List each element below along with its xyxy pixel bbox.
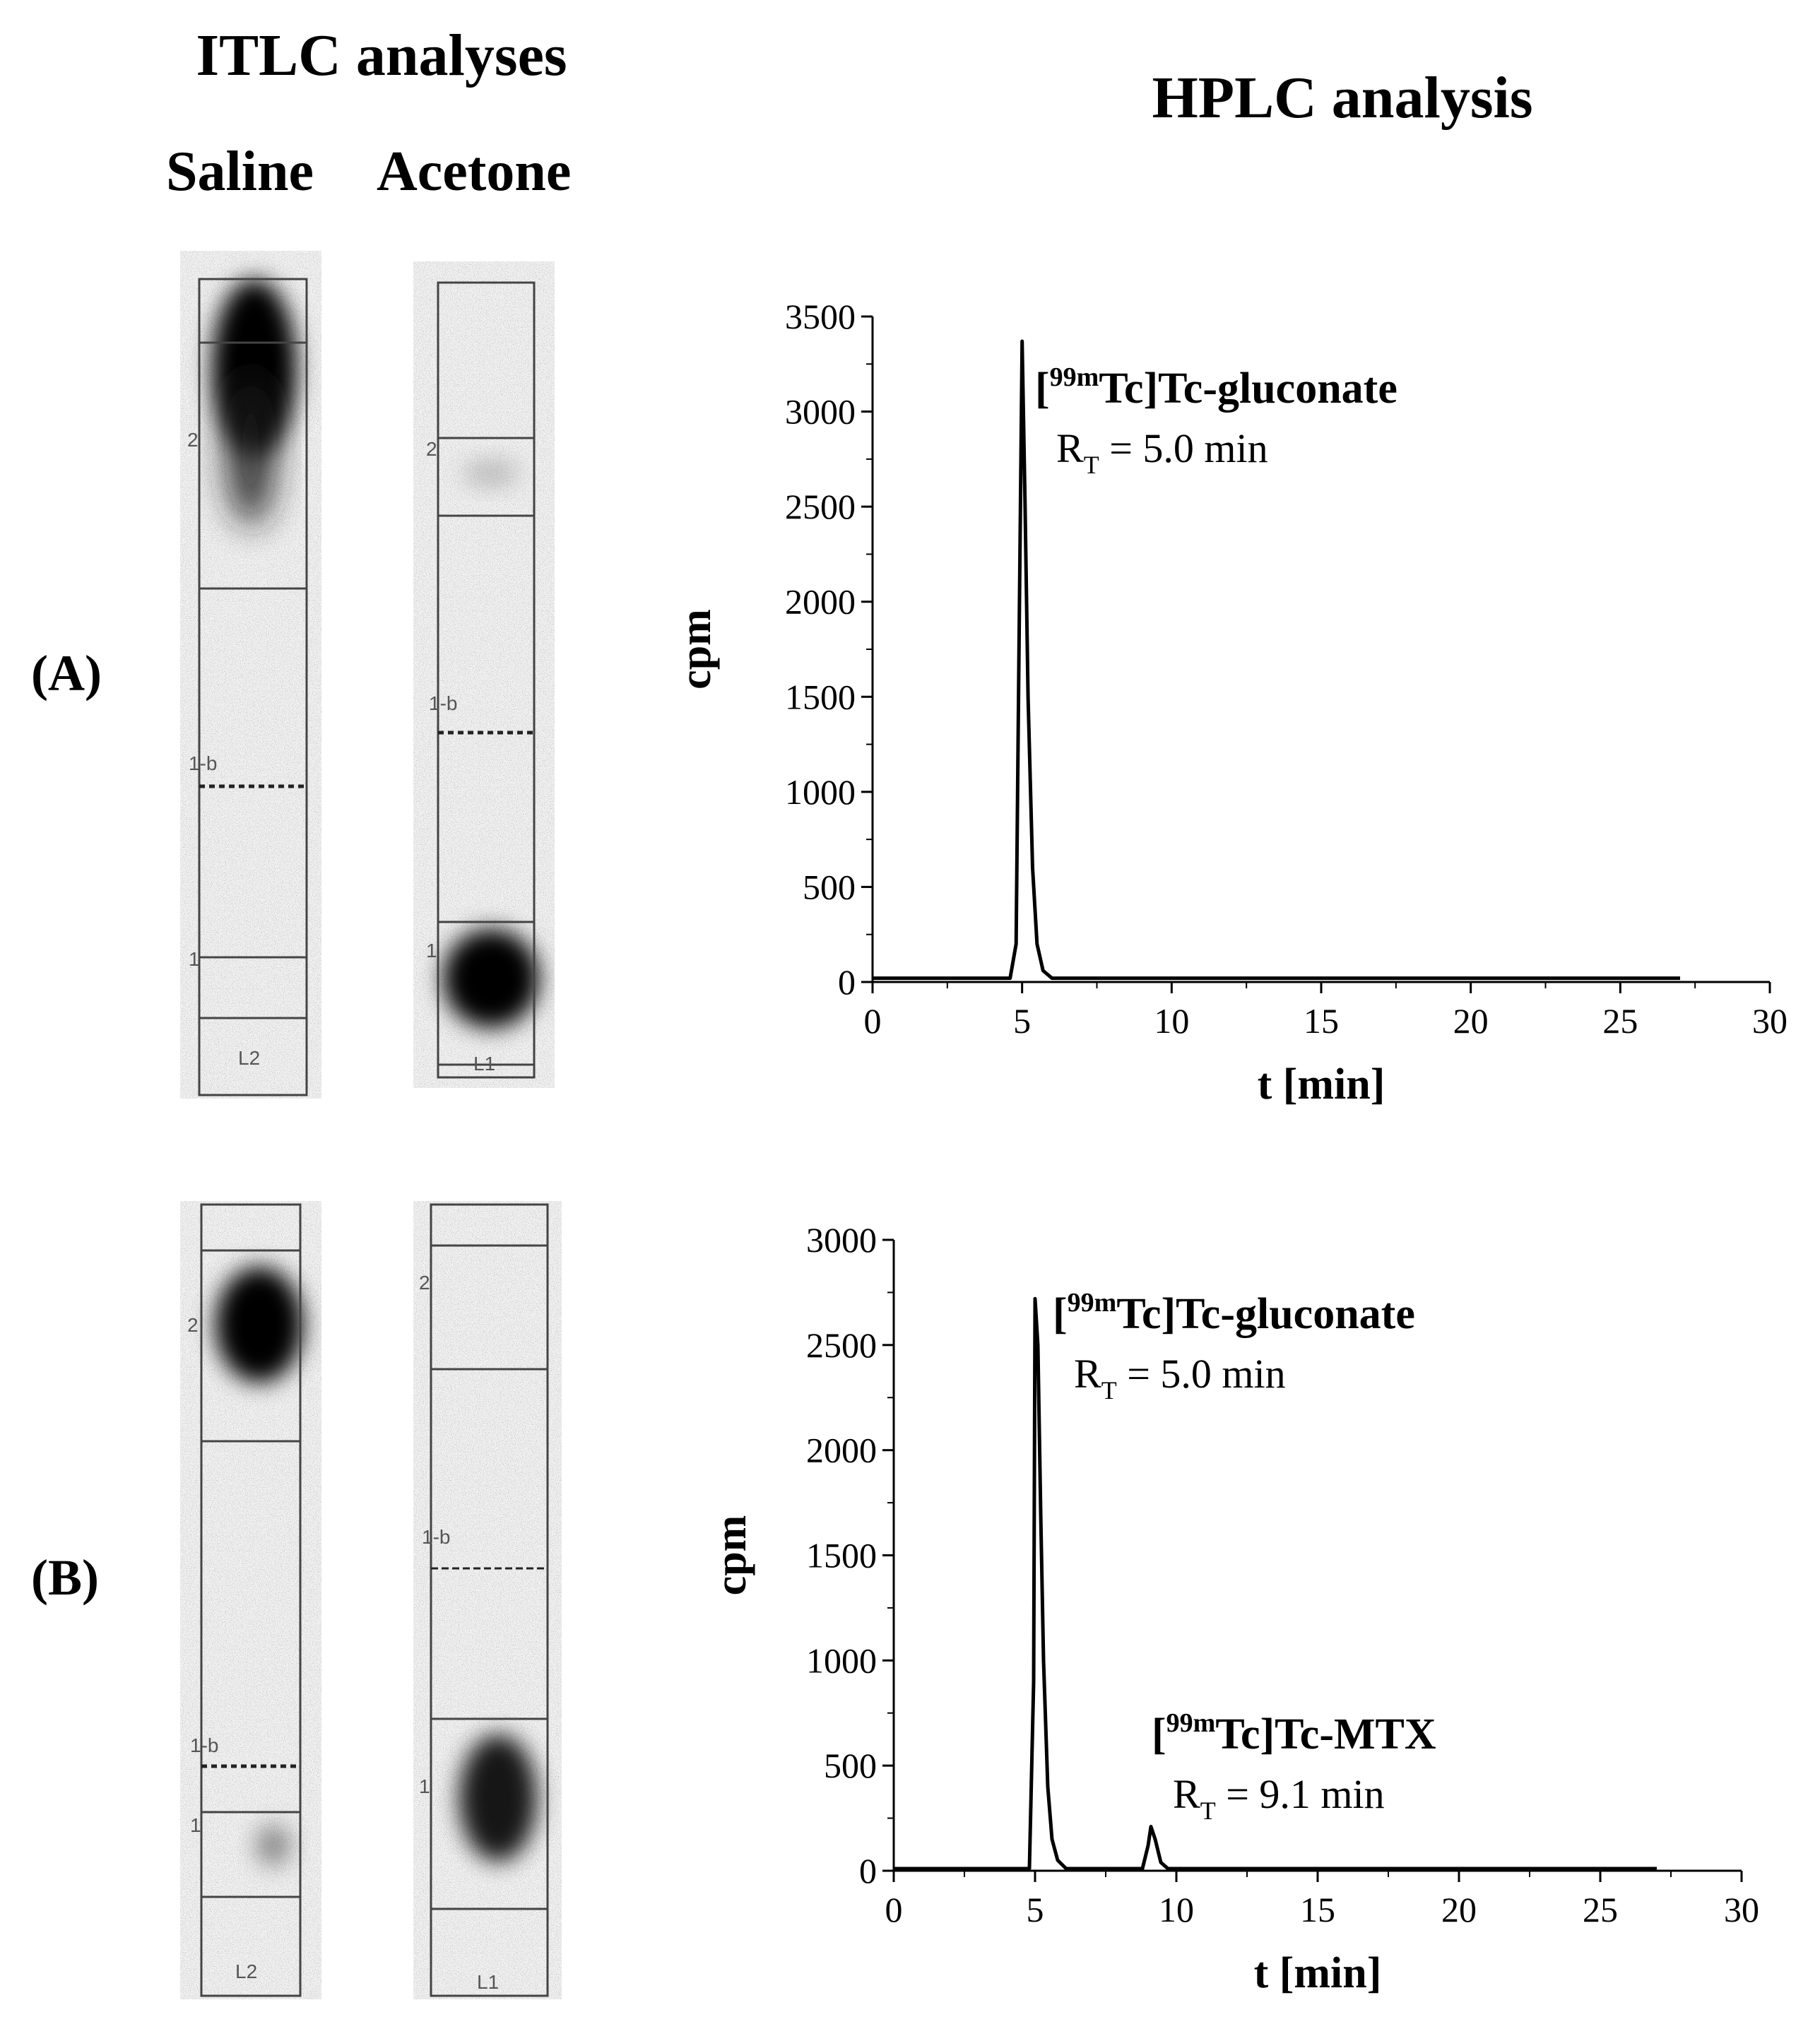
itlc-strip-a-acetone: 2 1-b 1 L1 xyxy=(413,261,555,1088)
strip-origin-label: 1 xyxy=(189,948,200,970)
y-tick-label: 0 xyxy=(859,1851,877,1891)
peak-label: [99mTc]Tc-gluconate xyxy=(1035,362,1398,413)
strip-mid-label: 1-b xyxy=(190,1734,218,1756)
x-tick-label: 0 xyxy=(885,1890,903,1929)
y-tick-label: 2500 xyxy=(785,487,856,526)
strip-mid-label: 1-b xyxy=(189,752,217,774)
series-line xyxy=(894,1296,1657,1871)
itlc-title: ITLC analyses xyxy=(196,23,567,88)
hplc-chart-a: 0 500 1000 1500 2000 2500 3000 3500 0 5 10 15 20 25 30… xyxy=(672,297,1788,1108)
spot-origin xyxy=(459,1734,537,1862)
strip-bottom-label: L1 xyxy=(473,1053,495,1075)
y-tick-label: 1500 xyxy=(806,1536,877,1575)
panel-b-label: (B) xyxy=(31,1549,99,1606)
y-tick-label: 500 xyxy=(824,1746,877,1785)
y-axis-title: cpm xyxy=(672,609,720,690)
y-tick-label: 0 xyxy=(838,962,856,1002)
x-tick-label: 15 xyxy=(1300,1890,1335,1929)
peak-label: [99mTc]Tc-MTX xyxy=(1152,1708,1436,1758)
retention-time-label: RT = 5.0 min xyxy=(1074,1351,1286,1404)
strip-origin-label: 1 xyxy=(426,940,437,962)
x-tick-label: 30 xyxy=(1724,1890,1759,1929)
x-tick-label: 5 xyxy=(1027,1890,1044,1929)
x-tick-label: 10 xyxy=(1154,1001,1189,1041)
x-tick-label: 0 xyxy=(864,1001,882,1041)
retention-time-label: RT = 9.1 min xyxy=(1173,1771,1385,1825)
x-tick-label: 20 xyxy=(1441,1890,1477,1929)
strip-bottom-label: L2 xyxy=(235,1960,257,1982)
spot-origin xyxy=(443,929,539,1028)
hplc-title: HPLC analysis xyxy=(1152,65,1533,131)
hplc-chart-b: 0 500 1000 1500 2000 2500 3000 0 5 10 15 20 25 30 t [m… xyxy=(707,1220,1759,1997)
strip-mid-label: 1-b xyxy=(429,692,457,714)
itlc-strip-a-saline: 2 1-b 1 L2 xyxy=(180,251,321,1099)
x-tick-label: 10 xyxy=(1159,1890,1194,1929)
strip-origin-label: 1 xyxy=(190,1814,201,1836)
itlc-strip-b-acetone: 2 1-b 1 L1 xyxy=(413,1201,562,1999)
strip-front-label: 2 xyxy=(187,1314,199,1336)
x-axis-title: t [min] xyxy=(1254,1949,1382,1997)
acetone-column-label: Acetone xyxy=(377,141,572,203)
strip-mid-label: 1-b xyxy=(422,1526,450,1548)
y-tick-label: 2000 xyxy=(806,1431,877,1470)
panel-a-label: (A) xyxy=(31,645,102,702)
strip-front-label: 2 xyxy=(426,438,437,460)
y-tick-label: 3000 xyxy=(806,1220,877,1260)
y-tick-label: 1000 xyxy=(806,1640,877,1680)
y-tick-label: 2000 xyxy=(785,582,856,622)
y-tick-label: 3500 xyxy=(785,297,856,336)
y-tick-label: 3000 xyxy=(785,392,856,432)
strip-bottom-label: L1 xyxy=(477,1971,499,1993)
y-tick-label: 1000 xyxy=(785,772,856,812)
spot-origin xyxy=(255,1824,292,1867)
x-tick-label: 15 xyxy=(1304,1001,1339,1041)
y-tick-label: 500 xyxy=(803,867,856,906)
y-axis-title: cpm xyxy=(707,1515,755,1596)
series-line xyxy=(873,339,1680,981)
strip-origin-label: 1 xyxy=(419,1775,430,1797)
x-tick-label: 5 xyxy=(1013,1001,1031,1041)
x-tick-label: 30 xyxy=(1752,1001,1788,1041)
saline-column-label: Saline xyxy=(166,141,314,203)
spot-faint xyxy=(463,459,519,487)
spot-tail xyxy=(225,371,276,526)
y-tick-label: 2500 xyxy=(806,1325,877,1365)
retention-time-label: RT = 5.0 min xyxy=(1056,425,1268,479)
x-axis-title: t [min] xyxy=(1258,1060,1385,1108)
peak-label: [99mTc]Tc-gluconate xyxy=(1053,1288,1415,1338)
itlc-strip-b-saline: 2 1-b 1 L2 xyxy=(180,1201,321,1999)
strip-bottom-label: L2 xyxy=(238,1047,260,1069)
spot-front xyxy=(215,1267,303,1383)
x-tick-label: 25 xyxy=(1583,1890,1618,1929)
y-tick-label: 1500 xyxy=(785,677,856,716)
x-tick-label: 25 xyxy=(1602,1001,1638,1041)
strip-front-label: 2 xyxy=(187,429,199,451)
x-tick-label: 20 xyxy=(1453,1001,1489,1041)
strip-front-label: 2 xyxy=(419,1272,430,1294)
